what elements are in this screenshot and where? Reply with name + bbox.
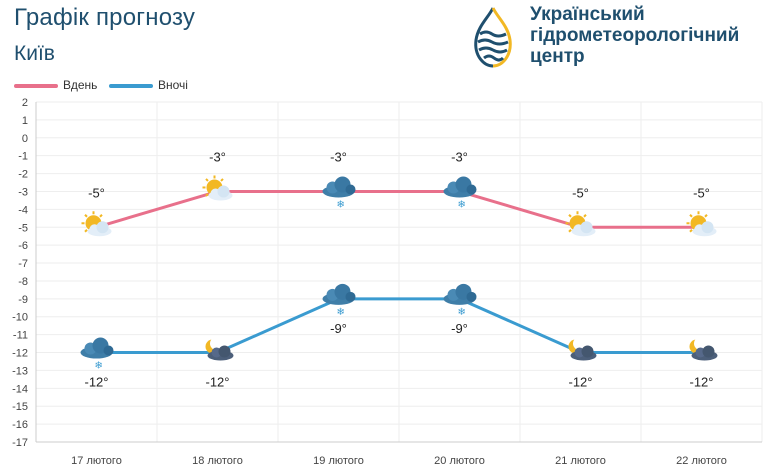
data-labels: -5° -3° -3° -3° -5° -5° -12° -12° -9° -9° -12° -12° — [85, 149, 714, 389]
series-lines — [96, 189, 702, 355]
y-tick-label: -15 — [12, 401, 28, 413]
page-title: Графік прогнозу — [14, 4, 196, 31]
x-tick-label: 22 лютого — [676, 455, 727, 467]
legend-item-night[interactable]: Вночі — [109, 78, 188, 92]
y-tick-label: 2 — [22, 97, 28, 109]
y-tick-label: -11 — [13, 330, 28, 342]
y-tick-label: -16 — [12, 419, 28, 431]
moon-cloud-icon — [568, 337, 597, 361]
hydromet-logo-icon — [474, 7, 512, 68]
y-tick-label: -10 — [12, 312, 28, 324]
night-data-label: -9° — [451, 321, 468, 336]
y-tick-label: 1 — [22, 115, 28, 127]
org-name-line2: гідрометеорологічний — [530, 25, 740, 46]
x-axis: 17 лютого 18 лютого 19 лютого 20 лютого 21 л… — [71, 455, 727, 467]
cloud-snow-icon — [443, 283, 477, 318]
day-data-label: -3° — [451, 149, 468, 164]
org-logo[interactable]: Український гідрометеорологічний центр — [466, 4, 766, 74]
org-name: Український гідрометеорологічний центр — [530, 4, 739, 67]
y-tick-label: -9 — [18, 294, 28, 306]
x-tick-label: 19 лютого — [313, 455, 364, 467]
y-tick-label: -2 — [18, 169, 28, 181]
y-tick-label: -12 — [12, 348, 28, 360]
sun-cloud-icon — [685, 210, 718, 238]
y-tick-label: -1 — [18, 151, 28, 163]
org-name-line3: центр — [530, 46, 585, 67]
night-data-label: -12° — [690, 375, 714, 390]
chart-grid — [35, 101, 763, 443]
y-tick-label: -8 — [18, 276, 28, 288]
x-tick-label: 20 лютого — [434, 455, 485, 467]
y-tick-label: -7 — [18, 258, 28, 270]
day-data-label: -5° — [88, 185, 105, 200]
day-series-line — [96, 189, 702, 229]
cloud-snow-icon — [80, 337, 114, 372]
x-tick-label: 21 лютого — [555, 455, 606, 467]
moon-cloud-icon — [205, 337, 234, 361]
day-data-label: -5° — [572, 185, 589, 200]
y-tick-label: 0 — [22, 133, 28, 145]
legend-label-night: Вночі — [158, 78, 188, 92]
y-tick-label: -17 — [12, 437, 28, 449]
day-data-label: -5° — [693, 185, 710, 200]
sun-cloud-icon — [564, 210, 597, 238]
city-name: Київ — [14, 42, 55, 65]
night-data-label: -12° — [85, 375, 109, 390]
x-tick-label: 18 лютого — [192, 455, 243, 467]
sun-cloud-icon — [80, 210, 113, 238]
night-data-label: -9° — [330, 321, 347, 336]
y-tick-label: -6 — [18, 240, 28, 252]
legend-swatch-night — [109, 83, 153, 88]
legend-swatch-day — [14, 83, 58, 88]
y-tick-label: -4 — [18, 204, 28, 216]
y-tick-label: -3 — [18, 186, 28, 198]
y-tick-label: -14 — [12, 383, 28, 395]
cloud-snow-icon — [322, 176, 356, 211]
y-tick-label: -13 — [12, 365, 28, 377]
legend-item-day[interactable]: Вдень — [14, 78, 97, 92]
org-name-line1: Український — [530, 4, 645, 25]
y-tick-label: -5 — [18, 222, 28, 234]
day-data-label: -3° — [209, 149, 226, 164]
sun-cloud-icon — [201, 174, 234, 202]
y-axis: 2 1 0 -1 -2 -3 -4 -5 -6 -7 -8 -9 -10 -11 -12 -13 -14 -15 -… — [12, 97, 28, 449]
day-data-label: -3° — [330, 149, 347, 164]
x-tick-label: 17 лютого — [71, 455, 122, 467]
cloud-snow-icon — [443, 176, 477, 211]
night-data-label: -12° — [206, 375, 230, 390]
night-data-label: -12° — [569, 375, 593, 390]
night-series-line — [96, 297, 702, 355]
legend-label-day: Вдень — [63, 78, 98, 92]
cloud-snow-icon — [322, 283, 356, 318]
moon-cloud-icon — [689, 337, 718, 361]
